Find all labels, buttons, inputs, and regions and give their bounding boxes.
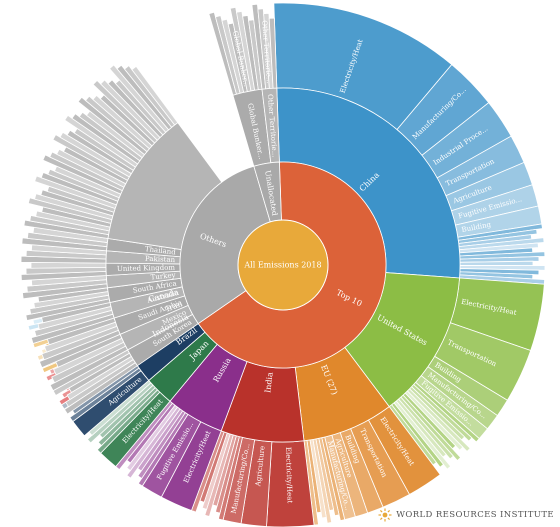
- group-ring: [179, 161, 387, 369]
- center-disc[interactable]: [237, 219, 329, 311]
- segment-label: United Kingdom: [117, 264, 176, 273]
- segment-label: Turkey: [150, 271, 176, 281]
- center-label: All Emissions 2018: [243, 261, 321, 270]
- wri-sun-icon: [378, 508, 392, 522]
- sector-ring: [20, 2, 546, 527]
- center-node: All Emissions 2018: [237, 219, 329, 311]
- country-ring: [105, 87, 461, 443]
- segment-label: Thailand: [144, 245, 176, 257]
- segment-label: India: [263, 371, 274, 393]
- segment-label: Electricity/Heat: [284, 447, 294, 504]
- wri-logo: WORLD RESOURCES INSTITUTE: [378, 508, 554, 522]
- sector-china-minor[interactable]: [459, 260, 534, 267]
- wri-logo-text: WORLD RESOURCES INSTITUTE: [396, 510, 554, 520]
- segment-label: Pakistan: [145, 255, 176, 264]
